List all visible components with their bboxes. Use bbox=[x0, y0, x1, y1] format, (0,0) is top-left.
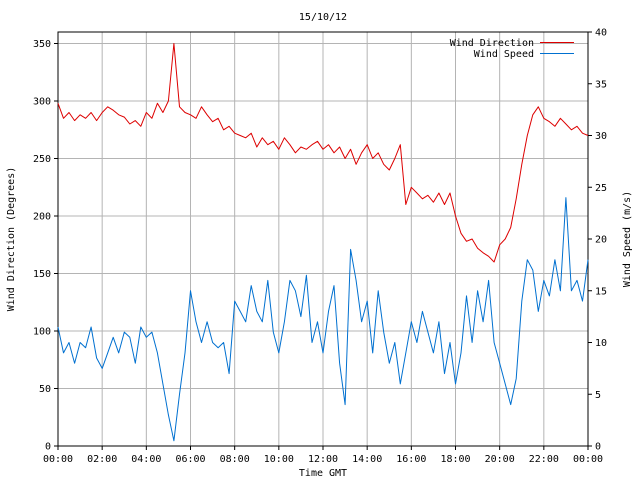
x-tick-label: 16:00 bbox=[396, 454, 426, 465]
y-left-tick-label: 100 bbox=[33, 327, 51, 338]
y-right-tick-label: 20 bbox=[595, 235, 607, 246]
x-tick-label: 06:00 bbox=[175, 454, 205, 465]
x-tick-label: 08:00 bbox=[220, 454, 250, 465]
y-left-tick-label: 250 bbox=[33, 154, 51, 165]
x-tick-label: 02:00 bbox=[87, 454, 117, 465]
x-axis-label: Time GMT bbox=[299, 468, 347, 479]
grid bbox=[58, 32, 588, 446]
y-right-tick-label: 0 bbox=[595, 442, 601, 453]
y-right-tick-label: 35 bbox=[595, 79, 607, 90]
x-tick-label: 04:00 bbox=[131, 454, 161, 465]
y-right-tick-label: 30 bbox=[595, 131, 607, 142]
y-left-tick-label: 350 bbox=[33, 39, 51, 50]
y-left-tick-label: 300 bbox=[33, 97, 51, 108]
x-tick-label: 10:00 bbox=[264, 454, 294, 465]
x-tick-label: 22:00 bbox=[529, 454, 559, 465]
legend-label: Wind Direction bbox=[450, 38, 534, 49]
y-left-tick-label: 200 bbox=[33, 212, 51, 223]
series-layer bbox=[57, 43, 589, 442]
y-right-tick-label: 40 bbox=[595, 28, 607, 39]
y-axis-left: 0 50 100 150 200 250 300 350 bbox=[33, 39, 58, 453]
y-axis-right: 0 5 10 15 20 25 30 35 40 bbox=[588, 28, 607, 453]
x-tick-label: 00:00 bbox=[573, 454, 603, 465]
y-left-tick-label: 0 bbox=[45, 442, 51, 453]
y-left-tick-label: 150 bbox=[33, 269, 51, 280]
series-line-wind-direction bbox=[57, 43, 589, 263]
x-tick-label: 12:00 bbox=[308, 454, 338, 465]
x-axis: 00:00 02:00 04:00 06:00 08:00 10:00 12:00 14:00… bbox=[43, 446, 603, 465]
y-right-tick-label: 5 bbox=[595, 390, 601, 401]
y-right-tick-label: 25 bbox=[595, 183, 607, 194]
y-axis-left-label: Wind Direction (Degrees) bbox=[6, 167, 17, 312]
series-line-wind-speed bbox=[57, 197, 589, 442]
chart-title: 15/10/12 bbox=[299, 12, 347, 23]
y-right-tick-label: 15 bbox=[595, 286, 607, 297]
x-tick-label: 20:00 bbox=[485, 454, 515, 465]
y-axis-right-label: Wind Speed (m/s) bbox=[622, 191, 633, 287]
x-tick-label: 18:00 bbox=[440, 454, 470, 465]
legend-label: Wind Speed bbox=[474, 49, 534, 60]
y-right-tick-label: 10 bbox=[595, 338, 607, 349]
x-tick-label: 14:00 bbox=[352, 454, 382, 465]
y-left-tick-label: 50 bbox=[39, 384, 51, 395]
x-tick-label: 00:00 bbox=[43, 454, 73, 465]
